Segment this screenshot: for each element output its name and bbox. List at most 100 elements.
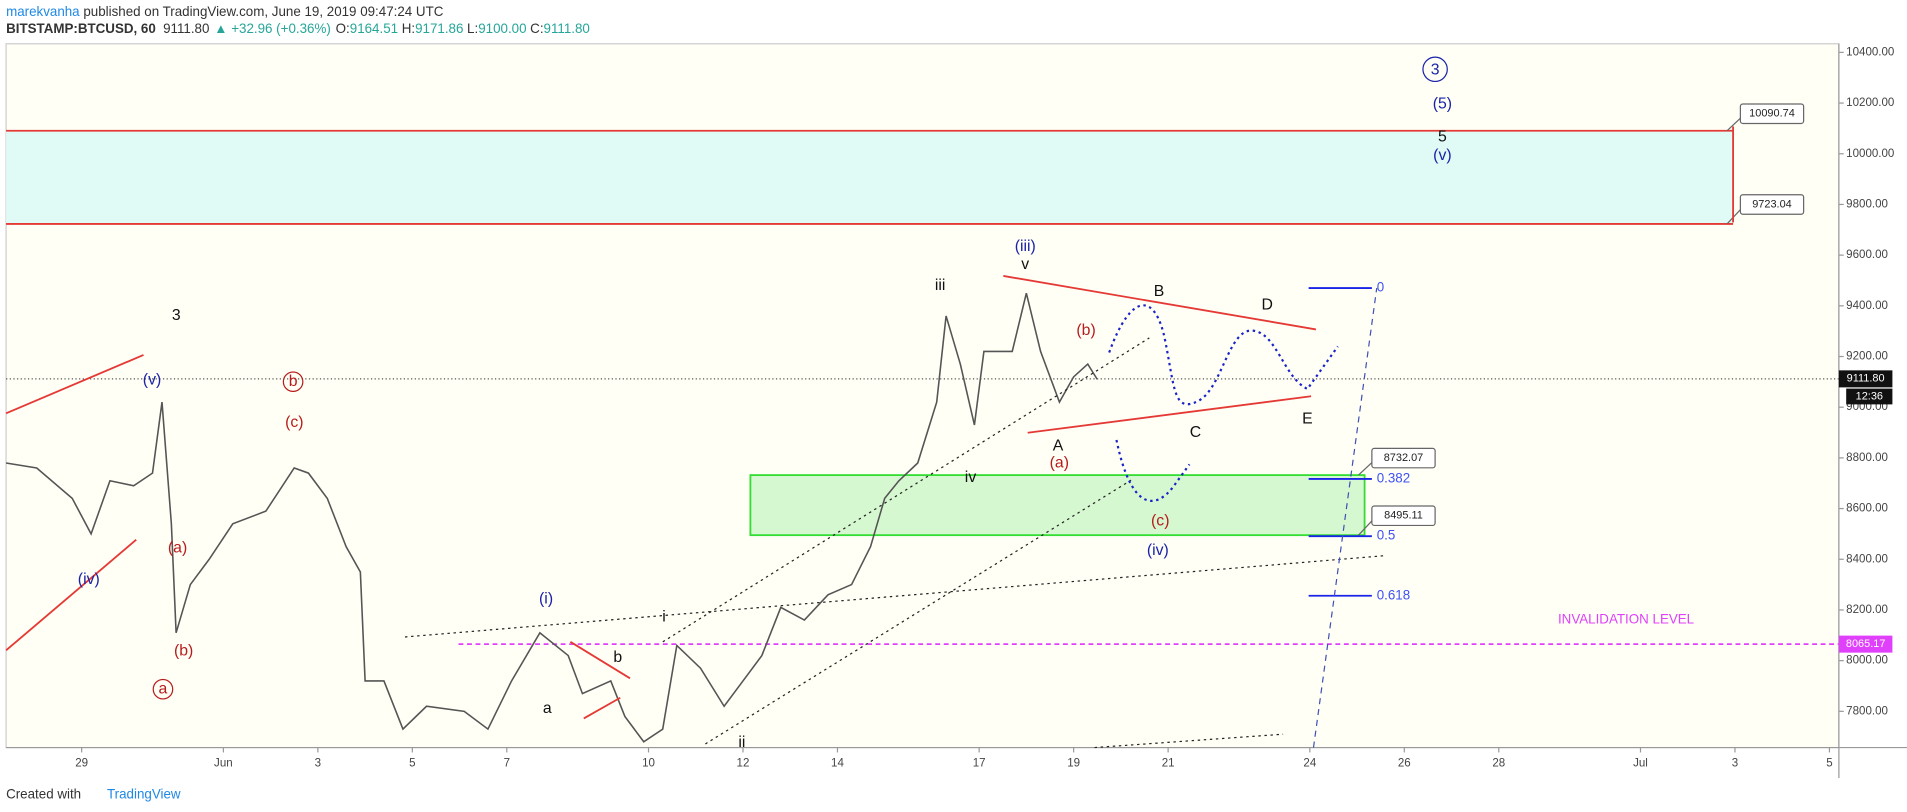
x-tick-label: 3	[315, 757, 321, 769]
l-key: L:	[467, 21, 478, 36]
callout-label: 8495.11	[1384, 510, 1423, 522]
wave-label: (iii)	[1015, 238, 1036, 255]
last-price-tag	[1838, 370, 1893, 388]
y-tick-label: 8800.00	[1846, 452, 1888, 464]
x-tick-label: 28	[1492, 757, 1505, 769]
x-tick-label: 19	[1067, 757, 1080, 769]
wave-label: E	[1302, 411, 1313, 428]
y-tick-label: 9000.00	[1846, 401, 1888, 413]
wave-label: A	[1053, 437, 1064, 454]
x-tick-label: 5	[409, 757, 415, 769]
x-tick-label: Jun	[214, 757, 233, 769]
l-value: 9100.00	[478, 21, 526, 36]
wave-label: B	[1154, 283, 1165, 300]
y-tick-label: 7800.00	[1846, 705, 1888, 717]
x-tick-label: 29	[75, 757, 88, 769]
published: published on TradingView.com, June 19, 2…	[80, 4, 444, 19]
h-value: 9171.86	[415, 21, 463, 36]
wave-label: (v)	[143, 372, 161, 389]
invalidation-tag	[1838, 635, 1893, 653]
triangle-lower	[1027, 395, 1312, 434]
wave-label: (c)	[1151, 513, 1169, 530]
y-tick-label: 10400.00	[1846, 46, 1894, 58]
o-key: O:	[336, 21, 350, 36]
callout-label: 8732.07	[1384, 452, 1424, 464]
fib-diagonal	[1312, 288, 1378, 748]
y-tick-label: 10000.00	[1846, 148, 1894, 160]
x-tick-label: 24	[1303, 757, 1316, 769]
symbol: BITSTAMP:BTCUSD, 60	[6, 21, 156, 36]
wave-label: C	[1190, 424, 1201, 441]
x-tick-label: Jul	[1633, 757, 1648, 769]
c-value: 9111.80	[544, 21, 590, 36]
y-tick-label: 9600.00	[1846, 249, 1888, 261]
x-tick-label: 10	[642, 757, 655, 769]
wave-label: (iv)	[1147, 542, 1169, 559]
wave-circle	[1422, 56, 1448, 83]
wave-label: 5	[1438, 129, 1447, 146]
x-tick-label: 14	[831, 757, 844, 769]
y-tick-label: 8000.00	[1846, 655, 1888, 667]
channel-line	[705, 479, 1132, 745]
o-value: 9164.51	[350, 21, 398, 36]
channel-line	[662, 337, 1150, 643]
x-tick-label: 26	[1398, 757, 1411, 769]
x-tick-label: 3	[1732, 757, 1738, 769]
trend-line	[5, 354, 144, 415]
invalidation-label: INVALIDATION LEVEL	[1558, 611, 1694, 626]
h-key: H:	[402, 21, 415, 36]
wave-label: b	[613, 649, 622, 666]
y-tick-label: 9800.00	[1846, 198, 1888, 210]
wave-label: (iv)	[78, 571, 100, 588]
x-tick-label: 5	[1826, 757, 1832, 769]
wave-label: (5)	[1433, 96, 1452, 113]
wave-label: a	[543, 700, 552, 717]
y-tick-label: 8600.00	[1846, 503, 1888, 515]
wave-labels: 3 (v) b (c) (iv) (a) (b) a (i) i b a ii …	[78, 62, 1452, 751]
fib-label: 0.618	[1377, 587, 1410, 602]
header-line-2: BITSTAMP:BTCUSD, 60 9111.80 ▲ +32.96 (+0.3…	[6, 21, 590, 36]
wave-label: 3	[1431, 62, 1440, 79]
trend-line	[569, 641, 631, 680]
fib-label: 0.5	[1377, 528, 1396, 543]
callout-box	[1371, 505, 1436, 527]
x-tick-label: 17	[973, 757, 986, 769]
wave-label: iii	[935, 277, 946, 294]
wave-label: (v)	[1433, 147, 1451, 164]
footer-brand[interactable]: TradingView	[107, 787, 181, 802]
x-tick-label: 7	[504, 757, 510, 769]
y-tick-label: 8200.00	[1846, 604, 1888, 616]
callout-box	[1371, 447, 1436, 469]
price-zone	[6, 130, 1734, 224]
trend-line	[583, 696, 621, 720]
wave-label: (b)	[1076, 322, 1095, 339]
wave-label: v	[1021, 256, 1029, 273]
zones: 10090.74 9723.04 8732.07 8495.11	[6, 103, 1805, 537]
c-key: C:	[530, 21, 543, 36]
wave-label: ii	[738, 734, 745, 751]
projection-path	[1108, 304, 1339, 406]
wave-circle	[152, 678, 174, 700]
wave-label: (a)	[1050, 454, 1069, 471]
wave-label: iv	[965, 469, 977, 486]
fib-label: 0	[1377, 280, 1384, 295]
author[interactable]: marekvanha	[6, 4, 80, 19]
triangle-upper	[1003, 275, 1317, 331]
wave-label: 3	[172, 307, 181, 324]
wave-label: (a)	[168, 539, 187, 556]
footer-text: Created with	[6, 787, 81, 802]
callout-box	[1739, 194, 1805, 215]
y-tick-label: 8400.00	[1846, 553, 1888, 565]
price: 9111.80	[163, 21, 209, 36]
x-tick-label: 12	[737, 757, 750, 769]
y-tick-label: 9400.00	[1846, 300, 1888, 312]
wave-circle	[282, 371, 304, 393]
price-line	[5, 293, 1098, 743]
wave-label: (b)	[174, 643, 193, 660]
projection-path	[1115, 439, 1191, 502]
wave-label: a	[159, 680, 168, 697]
change: ▲ +32.96 (+0.36%)	[214, 21, 330, 36]
callout-label: 10090.74	[1749, 108, 1795, 120]
y-tick-label: 9200.00	[1846, 351, 1888, 363]
